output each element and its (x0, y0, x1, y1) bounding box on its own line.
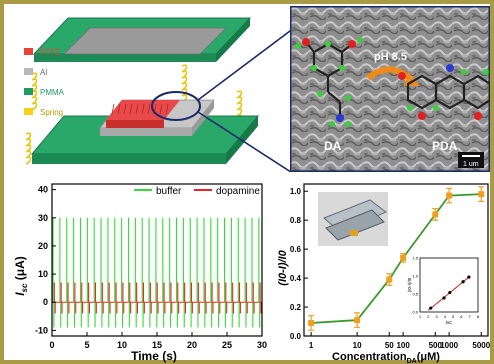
data-point (446, 192, 453, 199)
reactant-label: DA (324, 139, 342, 153)
x-tick-label: 10 (117, 340, 127, 350)
x-tick-label: 50 (385, 341, 394, 350)
x-tick-label: 10 (353, 341, 362, 350)
y-tick-label: 1.0 (290, 187, 302, 196)
series-dopamine (53, 282, 262, 314)
data-point (308, 319, 315, 326)
y-tick-label: 0.4 (290, 274, 302, 283)
y-tick-label: 0.2 (290, 303, 302, 312)
x-tick-label: 1 (309, 341, 314, 350)
x-tick-label: 0 (49, 340, 54, 350)
x-tick-label: 25 (222, 340, 232, 350)
x-tick-label: 15 (152, 340, 162, 350)
inset-x-label: lnC (446, 320, 454, 325)
inset-x-tick-label: 8 (477, 314, 480, 319)
series-buffer (52, 217, 261, 328)
legend-swatch-pmma (24, 88, 33, 95)
inset-point (467, 275, 471, 279)
y-tick-label: 0 (43, 297, 48, 307)
data-point (478, 191, 485, 198)
inset-x-tick-label: 4 (444, 314, 447, 319)
x-axis-label: Time (s) (131, 349, 177, 363)
legend-swatch-ptfe (24, 48, 33, 55)
y-tick-label: 0.0 (290, 332, 302, 341)
inset-x-tick-label: 5 (452, 314, 455, 319)
inset-x-tick-label: 3 (435, 314, 438, 319)
legend-label-pmma: PMMA (40, 88, 65, 97)
inset-point (448, 290, 452, 295)
y-tick-label: 20 (38, 241, 48, 251)
data-point (354, 317, 361, 324)
inset-y-tick-label: 1.5 (412, 256, 418, 261)
legend-swatch-al (24, 68, 33, 75)
y-axis-label: (I0-I)/I0 (277, 249, 289, 285)
x-tick-label: 5 (84, 340, 89, 350)
inset-x-tick-label: 7 (469, 314, 472, 319)
data-point (386, 276, 393, 283)
y-axis-label: Isc (μA) (13, 256, 29, 296)
inset-y-tick-label: 1.0 (412, 274, 418, 279)
legend-label-spring: Spring (40, 108, 63, 117)
x-tick-label: 20 (187, 340, 197, 350)
y-tick-label: 40 (38, 185, 48, 195)
legend-label-al: Al (40, 68, 47, 77)
legend-label-ptfe: PTFE (40, 48, 60, 57)
y-tick-label: 0.6 (290, 245, 302, 254)
x-tick-label: 5000 (472, 341, 490, 350)
x-tick-label: 100 (396, 341, 410, 350)
y-tick-label: 30 (38, 213, 48, 223)
legend-dopamine: dopamine (216, 186, 260, 197)
data-point (400, 254, 407, 261)
device-photo (318, 192, 388, 246)
device-schematic: PTFE Al PMMA Spring (24, 17, 290, 173)
inset-point (442, 296, 446, 300)
inset-point (429, 306, 433, 310)
product-label: PDA (432, 139, 458, 153)
y-tick-label: 0.8 (290, 216, 302, 225)
inset-y-tick-label: 0.5 (412, 292, 418, 297)
legend-swatch-spring (24, 108, 33, 115)
data-point (432, 211, 439, 218)
legend-buffer: buffer (156, 186, 182, 197)
x-tick-label: 30 (257, 340, 267, 350)
x-tick-label: 500 (429, 341, 443, 350)
inset-y-tick-label: 0.0 (412, 310, 418, 315)
y-tick-label: -10 (35, 325, 48, 335)
inset-y-label: (I0-I)/I0 (407, 277, 412, 292)
inset-frame (419, 257, 479, 313)
chart-legend: buffer dopamine (134, 186, 260, 197)
y-tick-label: 10 (38, 269, 48, 279)
inset-point (461, 280, 465, 284)
sem-micrograph: pH 8.5 DA PDA 1 um (290, 6, 490, 172)
x-tick-label: 1000 (440, 341, 458, 350)
inset-x-tick-label: 6 (460, 314, 463, 319)
reaction-condition: pH 8.5 (374, 51, 407, 63)
da-atoms (295, 37, 363, 127)
scale-bar-label: 1 um (463, 161, 479, 168)
inset-x-tick-label: 1 (419, 314, 422, 319)
inset-x-tick-label: 2 (427, 314, 430, 319)
plot-frame (303, 183, 489, 337)
x-axis-label: ConcentrationDA(μM) (332, 351, 440, 364)
pda-atoms (398, 64, 489, 120)
